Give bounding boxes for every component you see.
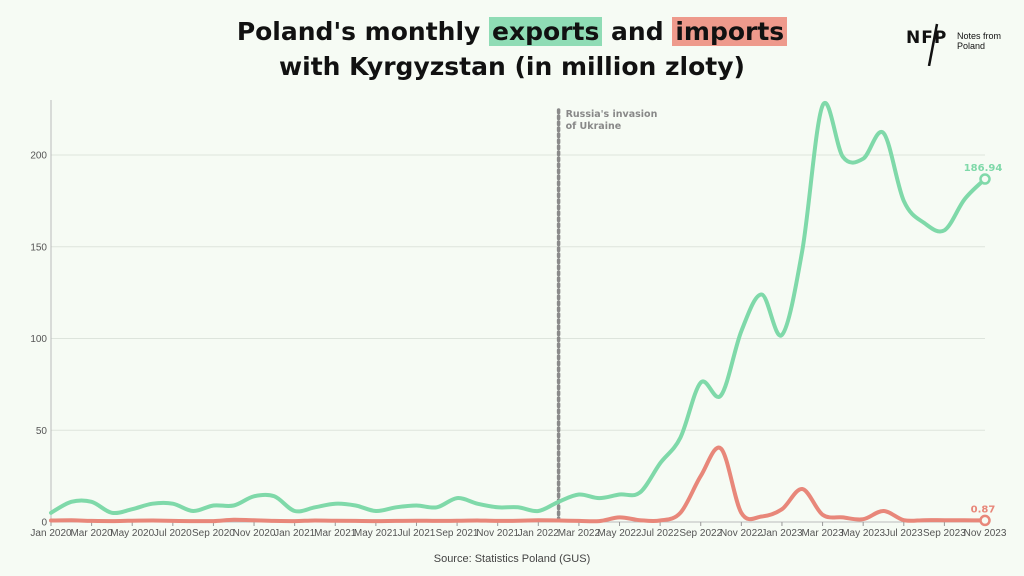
source-note: Source: Statistics Poland (GUS) (433, 553, 591, 565)
grid-lines (51, 154, 985, 431)
x-tick-label: Jan 2020 (30, 528, 72, 539)
annotation-line2: of Ukraine (566, 121, 622, 132)
title-exports-word: exports (489, 17, 603, 46)
x-tick-label: Mar 2022 (558, 528, 601, 539)
x-tick-label: May 2021 (354, 528, 398, 539)
x-tick-label: Nov 2023 (964, 528, 1007, 539)
x-tick-label: Mar 2023 (801, 528, 844, 539)
x-tick-label: Jul 2020 (154, 528, 192, 539)
x-tick-label: Nov 2020 (233, 528, 276, 539)
title-imports-word: imports (672, 17, 788, 46)
x-tick-label: Jan 2023 (761, 528, 803, 539)
x-tick-label: Jan 2022 (518, 528, 560, 539)
logo-text-line2: Poland (957, 41, 986, 51)
nfp-logo: NFP Notes from Poland (904, 22, 1004, 70)
logo-text: Notes from Poland (957, 31, 1007, 51)
chart-title: Poland's monthly exports and imports wit… (0, 14, 1024, 84)
end-point-exports (979, 173, 991, 185)
x-tick-label: Jul 2021 (398, 528, 436, 539)
annotation-line1: Russia's invasion (566, 109, 658, 120)
logo-tick-icon (927, 23, 939, 66)
x-tick-label: Jul 2022 (641, 528, 679, 539)
y-tick-label: 50 (36, 426, 48, 437)
end-label-imports: 0.87 (971, 504, 996, 515)
y-tick-label: 150 (30, 242, 47, 253)
y-tick-label: 200 (30, 151, 47, 162)
x-tick-label: Jan 2021 (274, 528, 316, 539)
y-axis: 0 50 100 150 200 (30, 100, 52, 529)
x-tick-label: May 2022 (598, 528, 642, 539)
title-part2: and (602, 17, 673, 46)
x-tick-label: Jul 2023 (885, 528, 923, 539)
y-tick-label: 0 (41, 518, 47, 529)
x-tick-label: May 2020 (110, 528, 154, 539)
end-label-exports: 186.94 (964, 163, 1003, 174)
x-tick-label: Mar 2021 (314, 528, 357, 539)
x-tick-label: Sep 2022 (679, 528, 722, 539)
x-tick-label: Sep 2021 (436, 528, 479, 539)
series-lines: 186.94 0.87 (49, 100, 1003, 527)
y-tick-label: 100 (30, 334, 47, 345)
end-point-imports (979, 514, 991, 527)
x-tick-label: Mar 2020 (70, 528, 113, 539)
x-tick-label: May 2023 (841, 528, 885, 539)
x-tick-label: Nov 2022 (720, 528, 763, 539)
series-line-imports (49, 445, 987, 524)
title-line2: with Kyrgyzstan (in million zloty) (279, 52, 745, 81)
x-tick-label: Nov 2021 (476, 528, 519, 539)
x-tick-label: Sep 2023 (923, 528, 966, 539)
x-tick-label: Sep 2020 (192, 528, 235, 539)
title-part1: Poland's monthly (236, 17, 490, 46)
series-line-exports (49, 100, 987, 516)
logo-text-line1: Notes from (957, 31, 1002, 41)
